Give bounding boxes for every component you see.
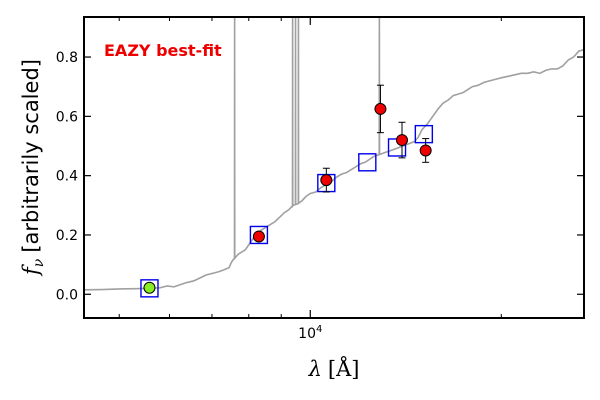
x-axis-label-unit: [Å]: [328, 356, 360, 381]
model-photometry-square-0: [140, 279, 159, 298]
observed-point-5: [419, 144, 432, 157]
model-photometry-square-5: [414, 124, 434, 144]
observed-point-0: [143, 281, 156, 294]
x-tick-label-base: 10: [298, 326, 316, 342]
y-tick-label-1: 0.2: [56, 228, 78, 244]
model-photometry-square-1: [249, 225, 269, 245]
svg-text:fν[arbitrarily scaled]: fν [arbitrarily scaled]: [19, 59, 47, 277]
x-axis-label: λ [Å]: [308, 356, 360, 381]
chart-annotation: EAZY best-fit: [104, 41, 222, 60]
axes-border: [83, 16, 585, 319]
x-axis-label-var: λ: [308, 357, 322, 381]
observed-point-1: [252, 230, 265, 243]
observed-point-2: [320, 174, 333, 187]
y-axis-label-rest: [arbitrarily scaled]: [19, 59, 43, 253]
model-photometry-square-3: [358, 153, 377, 172]
plot-area: [84, 17, 584, 298]
observed-point-4: [396, 134, 409, 147]
y-axis-label-sub: ν: [31, 258, 47, 267]
y-tick-label-4: 0.8: [56, 50, 78, 66]
y-tick-label-0: 0.0: [56, 287, 78, 303]
axes-frame: [83, 16, 585, 319]
x-tick-label-exponent: 4: [316, 324, 322, 335]
y-axis-label: fν [arbitrarily scaled]: [19, 59, 47, 277]
x-tick-label-0: 104: [298, 324, 322, 342]
svg-text:λ[Å]: λ [Å]: [308, 356, 360, 381]
y-tick-label-2: 0.4: [56, 169, 78, 185]
y-axis-label-var: f: [19, 264, 43, 277]
y-tick-label-3: 0.6: [56, 109, 78, 125]
model-sed-line: [84, 17, 584, 291]
axis-ticks: 0.0 0.2 0.4 0.6 0.8 104: [56, 17, 584, 342]
observed-point-3: [374, 102, 387, 115]
